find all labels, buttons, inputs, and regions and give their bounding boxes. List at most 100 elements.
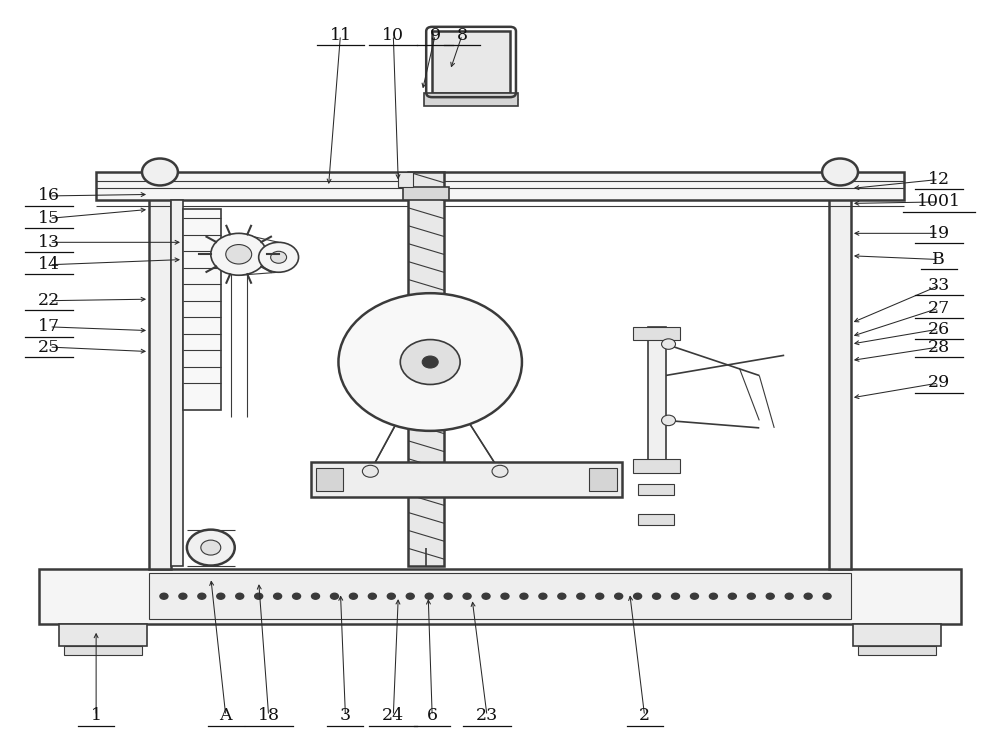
Circle shape — [142, 158, 178, 185]
Text: 29: 29 — [928, 375, 950, 391]
Circle shape — [271, 252, 287, 264]
Circle shape — [634, 593, 642, 599]
Bar — [638, 484, 674, 495]
Bar — [149, 172, 171, 569]
Circle shape — [422, 356, 438, 368]
Circle shape — [662, 415, 676, 426]
Circle shape — [160, 593, 168, 599]
Circle shape — [362, 466, 378, 477]
Circle shape — [747, 593, 755, 599]
Text: 18: 18 — [258, 707, 280, 725]
Text: 1001: 1001 — [917, 194, 961, 210]
Bar — [183, 210, 221, 410]
Text: 3: 3 — [340, 707, 351, 725]
Bar — [311, 462, 622, 497]
Bar — [59, 624, 147, 647]
Bar — [633, 460, 680, 473]
Text: 24: 24 — [382, 707, 404, 725]
Circle shape — [804, 593, 812, 599]
Circle shape — [822, 158, 858, 185]
Circle shape — [615, 593, 623, 599]
Bar — [424, 92, 518, 106]
Circle shape — [501, 593, 509, 599]
Bar — [96, 172, 904, 200]
Circle shape — [406, 593, 414, 599]
Circle shape — [312, 593, 320, 599]
Circle shape — [653, 593, 661, 599]
Bar — [316, 468, 343, 491]
Text: B: B — [932, 251, 945, 268]
Circle shape — [577, 593, 585, 599]
Circle shape — [255, 593, 263, 599]
Bar — [403, 187, 449, 201]
Circle shape — [709, 593, 717, 599]
Text: 2: 2 — [639, 707, 650, 725]
Bar — [432, 32, 510, 92]
Circle shape — [179, 593, 187, 599]
Text: 25: 25 — [38, 339, 60, 355]
Text: 15: 15 — [38, 210, 60, 227]
Bar — [408, 172, 444, 566]
Text: A: A — [220, 707, 232, 725]
Bar — [829, 172, 851, 569]
Circle shape — [198, 593, 206, 599]
Bar — [39, 569, 961, 624]
Circle shape — [226, 245, 252, 264]
Circle shape — [558, 593, 566, 599]
Text: 14: 14 — [38, 256, 60, 273]
Circle shape — [217, 593, 225, 599]
Text: 13: 13 — [38, 234, 60, 251]
Circle shape — [520, 593, 528, 599]
Text: 26: 26 — [928, 321, 950, 338]
Bar — [589, 468, 617, 491]
Circle shape — [201, 540, 221, 555]
Bar — [149, 573, 851, 620]
Circle shape — [425, 593, 433, 599]
Circle shape — [662, 339, 676, 349]
Text: 16: 16 — [38, 188, 60, 204]
Text: 27: 27 — [928, 300, 950, 317]
Circle shape — [539, 593, 547, 599]
Circle shape — [330, 593, 338, 599]
Circle shape — [293, 593, 301, 599]
Text: 23: 23 — [476, 707, 498, 725]
Bar — [398, 172, 413, 187]
Circle shape — [236, 593, 244, 599]
Text: 9: 9 — [430, 26, 441, 44]
Text: 11: 11 — [329, 26, 351, 44]
Circle shape — [463, 593, 471, 599]
Circle shape — [338, 293, 522, 431]
Bar — [648, 327, 666, 473]
Text: 17: 17 — [38, 318, 60, 336]
Bar — [64, 647, 142, 656]
Circle shape — [274, 593, 282, 599]
Text: 1: 1 — [91, 707, 102, 725]
Text: 6: 6 — [427, 707, 438, 725]
Bar — [633, 327, 680, 340]
Circle shape — [492, 466, 508, 477]
Circle shape — [211, 234, 267, 275]
Circle shape — [259, 243, 299, 273]
Circle shape — [444, 593, 452, 599]
Bar — [638, 514, 674, 525]
Circle shape — [785, 593, 793, 599]
Text: 22: 22 — [38, 292, 60, 309]
Bar — [171, 200, 183, 566]
Circle shape — [672, 593, 680, 599]
Circle shape — [187, 529, 235, 566]
Circle shape — [387, 593, 395, 599]
Circle shape — [482, 593, 490, 599]
Text: 28: 28 — [928, 339, 950, 355]
Circle shape — [823, 593, 831, 599]
Text: 12: 12 — [928, 171, 950, 188]
Circle shape — [766, 593, 774, 599]
Text: 8: 8 — [457, 26, 468, 44]
Circle shape — [728, 593, 736, 599]
Circle shape — [400, 339, 460, 385]
Text: 33: 33 — [928, 277, 950, 294]
Bar — [858, 647, 936, 656]
Circle shape — [368, 593, 376, 599]
Bar — [853, 624, 941, 647]
Circle shape — [596, 593, 604, 599]
Text: 10: 10 — [382, 26, 404, 44]
